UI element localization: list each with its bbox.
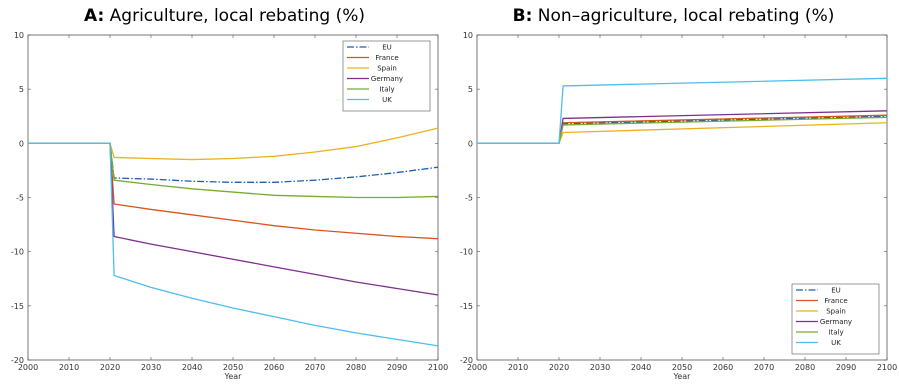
y-tick-label: 10	[463, 31, 473, 40]
x-tick-label: 2070	[305, 363, 325, 372]
x-tick-label: 2090	[836, 363, 856, 372]
panel-letter: A:	[83, 6, 105, 26]
chart-title-text: Agriculture, local rebating (%)	[109, 6, 366, 26]
x-tick-label: 2090	[387, 363, 407, 372]
legend-label: EU	[831, 287, 841, 295]
legend-label: Spain	[377, 65, 397, 73]
x-axis-label: Year	[224, 372, 243, 381]
x-tick-label: 2040	[631, 363, 651, 372]
legend-label: France	[375, 54, 398, 62]
x-tick-label: 2070	[754, 363, 774, 372]
x-tick-label: 2100	[428, 363, 448, 372]
legend-label: EU	[382, 44, 392, 52]
legend-label: Germany	[371, 75, 403, 83]
y-tick-label: -20	[11, 356, 24, 365]
legend-label: UK	[831, 339, 841, 347]
legend-label: UK	[382, 96, 392, 104]
chart-title-text: Non–agriculture, local rebating (%)	[537, 6, 835, 26]
y-tick-label: 5	[19, 85, 24, 94]
x-tick-label: 2080	[346, 363, 366, 372]
x-tick-label: 2080	[795, 363, 815, 372]
legend-label: France	[824, 297, 847, 305]
series-line-uk	[28, 142, 439, 347]
panel-non-agriculture: B: Non–agriculture, local rebating (%) 2…	[449, 0, 898, 387]
x-tick-label: 2060	[264, 363, 284, 372]
x-tick-label: 2020	[100, 363, 120, 372]
y-tick-label: 10	[14, 31, 24, 40]
y-tick-label: 0	[19, 139, 24, 148]
line-chart-non-agriculture: 2000 2010 2020 2030 2040 2050 2060 2070 2080 2090…	[460, 31, 897, 381]
y-tick-label: 0	[468, 139, 473, 148]
x-tick-label: 2010	[59, 363, 79, 372]
series-line-italy	[28, 142, 439, 199]
legend-label: Italy	[828, 329, 843, 337]
x-tick-label: 2050	[223, 363, 243, 372]
panel-letter: B:	[512, 6, 533, 26]
series-line-germany	[28, 142, 439, 296]
y-tick-label: -10	[460, 248, 473, 257]
series-line-uk	[477, 77, 888, 144]
y-tick-label: -15	[460, 302, 473, 311]
x-tick-label: 2030	[141, 363, 161, 372]
line-chart-agriculture: 2000 2010 2020 2030 2040 2050 2060 2070 2080 2090…	[11, 31, 448, 381]
y-tick-label: -10	[11, 248, 24, 257]
x-axis-label: Year	[673, 372, 692, 381]
chart-title: B: Non–agriculture, local rebating (%)	[449, 6, 898, 26]
y-tick-label: -5	[16, 194, 24, 203]
x-tick-label: 2060	[713, 363, 733, 372]
x-tick-label: 2030	[590, 363, 610, 372]
x-tick-label: 2000	[18, 363, 38, 372]
y-tick-label: -15	[11, 302, 24, 311]
x-tick-label: 2100	[877, 363, 897, 372]
legend-label: Italy	[379, 86, 394, 94]
chart-title: A: Agriculture, local rebating (%)	[0, 6, 449, 26]
y-tick-label: 5	[468, 85, 473, 94]
y-tick-label: -20	[460, 356, 473, 365]
x-tick-label: 2050	[672, 363, 692, 372]
x-tick-label: 2000	[467, 363, 487, 372]
panel-agriculture: A: Agriculture, local rebating (%) 2000 2…	[0, 0, 449, 387]
series-line-france	[28, 142, 439, 240]
x-tick-label: 2010	[508, 363, 528, 372]
legend-label: Spain	[826, 308, 846, 316]
x-tick-label: 2040	[182, 363, 202, 372]
series-line-spain	[28, 127, 439, 161]
legend-label: Germany	[820, 318, 852, 326]
x-tick-label: 2020	[549, 363, 569, 372]
y-tick-label: -5	[465, 194, 473, 203]
